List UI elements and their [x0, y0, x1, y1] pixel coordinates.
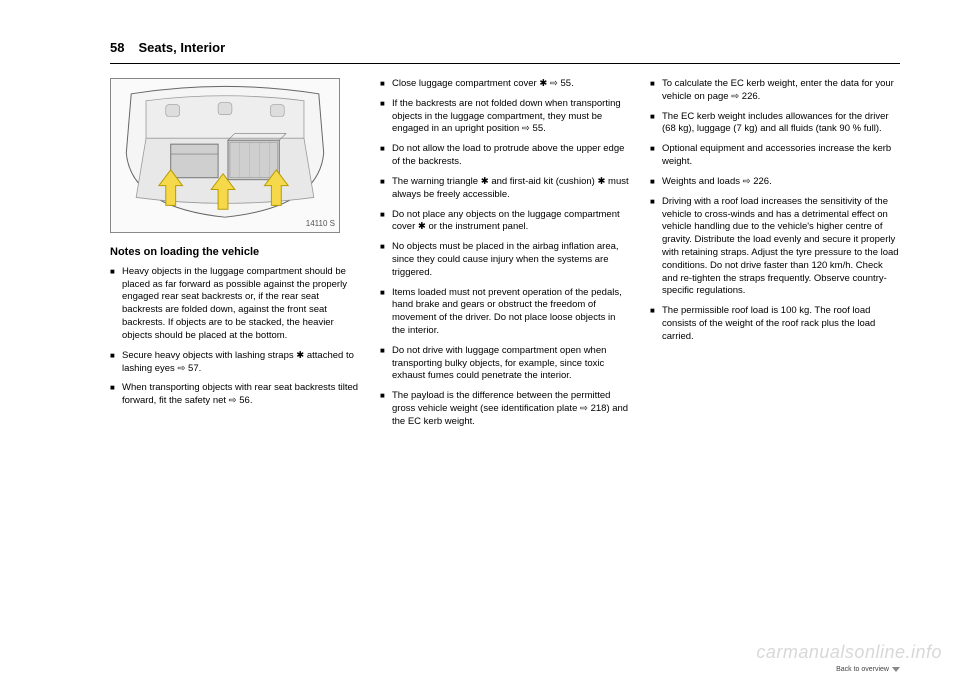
figure-illustration — [111, 79, 339, 232]
section-title: Seats, Interior — [138, 40, 225, 55]
list-item: Do not allow the load to protrude above … — [380, 143, 630, 169]
col2-list: Close luggage compartment cover ✱ ⇨ 55. … — [380, 78, 630, 429]
list-item: The payload is the difference between th… — [380, 390, 630, 428]
list-item: Weights and loads ⇨ 226. — [650, 176, 900, 189]
triangle-down-icon — [892, 667, 900, 672]
list-item: The warning triangle ✱ and first-aid kit… — [380, 176, 630, 202]
column-1: 14110 S Notes on loading the vehicle Hea… — [110, 78, 360, 436]
list-item: The permissible roof load is 100 kg. The… — [650, 305, 900, 343]
column-2: Close luggage compartment cover ✱ ⇨ 55. … — [380, 78, 630, 436]
page-header: 58 Seats, Interior — [110, 40, 900, 55]
page-number: 58 — [110, 40, 124, 55]
list-item: Driving with a roof load increases the s… — [650, 196, 900, 299]
list-item: Do not drive with luggage compartment op… — [380, 345, 630, 383]
header-rule — [110, 63, 900, 64]
list-item: Close luggage compartment cover ✱ ⇨ 55. — [380, 78, 630, 91]
content-columns: 14110 S Notes on loading the vehicle Hea… — [110, 78, 900, 436]
watermark-text: carmanualsonline.info — [756, 642, 942, 663]
list-item: Heavy objects in the luggage compartment… — [110, 266, 360, 343]
back-to-overview-link[interactable]: Back to overview — [836, 666, 900, 673]
list-item: Do not place any objects on the luggage … — [380, 209, 630, 235]
list-item: Secure heavy objects with lashing straps… — [110, 350, 360, 376]
list-item: When transporting objects with rear seat… — [110, 382, 360, 408]
subheading: Notes on loading the vehicle — [110, 245, 360, 260]
list-item: The EC kerb weight includes allowances f… — [650, 111, 900, 137]
col3-list: To calculate the EC kerb weight, enter t… — [650, 78, 900, 344]
luggage-compartment-figure: 14110 S — [110, 78, 340, 233]
column-3: To calculate the EC kerb weight, enter t… — [650, 78, 900, 436]
list-item: If the backrests are not folded down whe… — [380, 98, 630, 136]
backlink-label: Back to overview — [836, 666, 889, 673]
figure-caption: 14110 S — [306, 219, 335, 230]
col1-list: Heavy objects in the luggage compartment… — [110, 266, 360, 408]
list-item: To calculate the EC kerb weight, enter t… — [650, 78, 900, 104]
list-item: Items loaded must not prevent operation … — [380, 287, 630, 338]
list-item: No objects must be placed in the airbag … — [380, 241, 630, 279]
list-item: Optional equipment and accessories incre… — [650, 143, 900, 169]
manual-page: 58 Seats, Interior — [0, 0, 960, 679]
